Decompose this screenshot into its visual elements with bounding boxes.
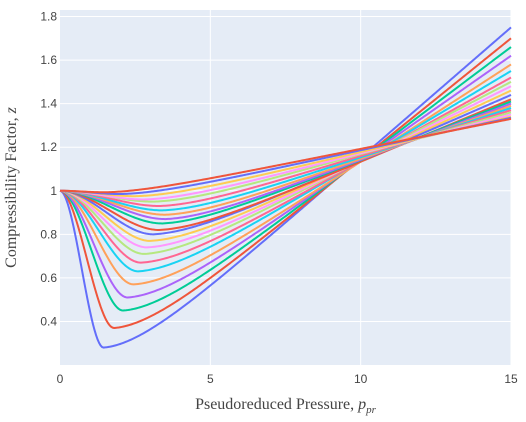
y-tick-labels: 0.4 0.6 0.8 1 1.2 1.4 1.6 1.8 xyxy=(40,10,57,329)
x-tick-label: 10 xyxy=(354,372,368,386)
series-line xyxy=(59,70,512,273)
y-tick-label: 1.2 xyxy=(40,140,57,154)
series-line xyxy=(59,76,512,264)
series-line xyxy=(59,63,512,286)
x-axis-title: Pseudoreduced Pressure, ppr xyxy=(195,396,377,416)
y-tick-label: 1.4 xyxy=(40,97,57,111)
x-tick-label: 0 xyxy=(57,372,64,386)
series-line xyxy=(59,54,512,299)
y-tick-label: 1.6 xyxy=(40,53,57,67)
series-line xyxy=(59,26,512,349)
series-line xyxy=(59,89,512,242)
y-tick-label: 0.8 xyxy=(40,227,57,241)
y-tick-label: 0.4 xyxy=(40,314,57,328)
series-line xyxy=(59,37,512,329)
series-line xyxy=(59,46,512,312)
y-tick-label: 0.6 xyxy=(40,271,57,285)
series-line xyxy=(59,80,512,255)
y-tick-label: 1.8 xyxy=(40,10,57,24)
grid xyxy=(60,10,512,365)
x-tick-labels: 0 5 10 15 xyxy=(57,372,518,386)
y-tick-label: 1 xyxy=(50,184,57,198)
curves xyxy=(59,26,512,349)
series-line xyxy=(59,85,512,249)
x-tick-label: 15 xyxy=(504,372,518,386)
y-axis-title: Compressibility Factor, z xyxy=(3,106,20,267)
x-tick-label: 5 xyxy=(207,372,214,386)
series-line xyxy=(60,117,512,194)
